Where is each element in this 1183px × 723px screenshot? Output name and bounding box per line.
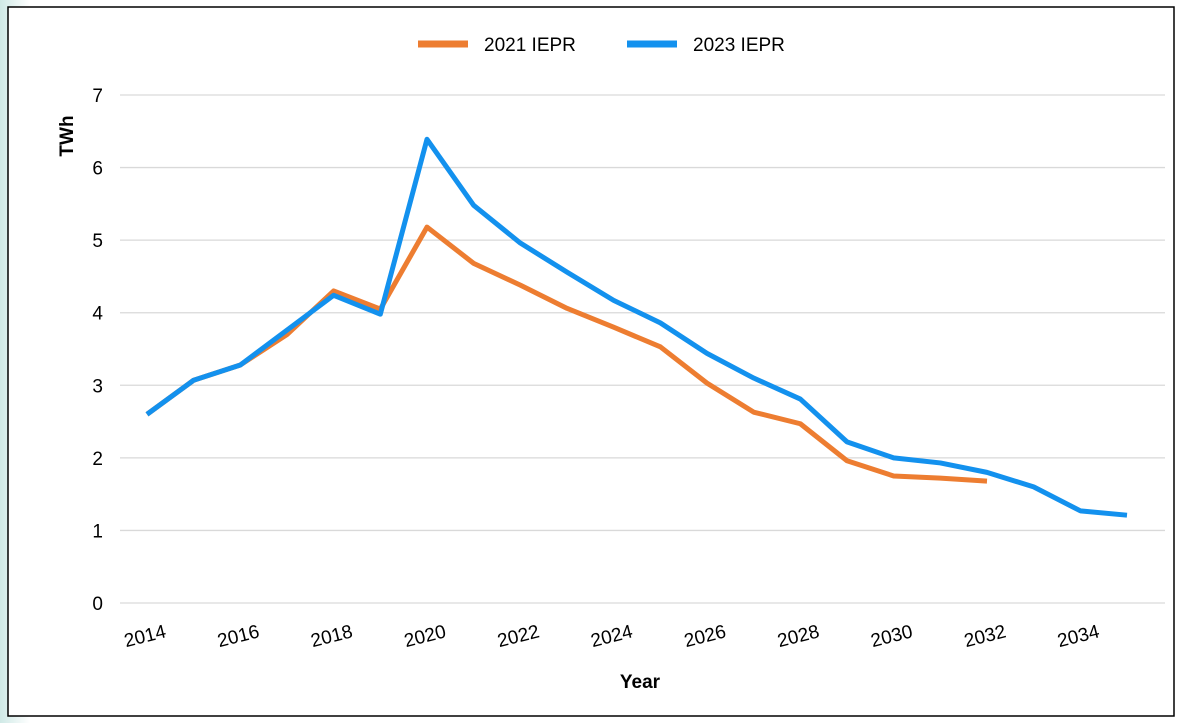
y-axis-title: TWh: [57, 115, 78, 156]
y-tick-label: 4: [92, 304, 103, 325]
y-tick-label: 1: [92, 521, 103, 542]
y-tick-label: 6: [92, 159, 103, 180]
y-tick-label: 5: [92, 231, 103, 252]
line-series: [145, 136, 1128, 518]
y-tick-label: 0: [92, 594, 103, 615]
x-axis-title: Year: [620, 672, 661, 693]
legend-label: 2023 IEPR: [693, 35, 785, 56]
line-series: [145, 224, 988, 484]
legend-label: 2021 IEPR: [484, 35, 576, 56]
chart-frame: [7, 6, 1175, 717]
y-tick-label: 2: [92, 449, 103, 470]
y-tick-label: 7: [92, 86, 103, 107]
y-tick-label: 3: [92, 376, 103, 397]
